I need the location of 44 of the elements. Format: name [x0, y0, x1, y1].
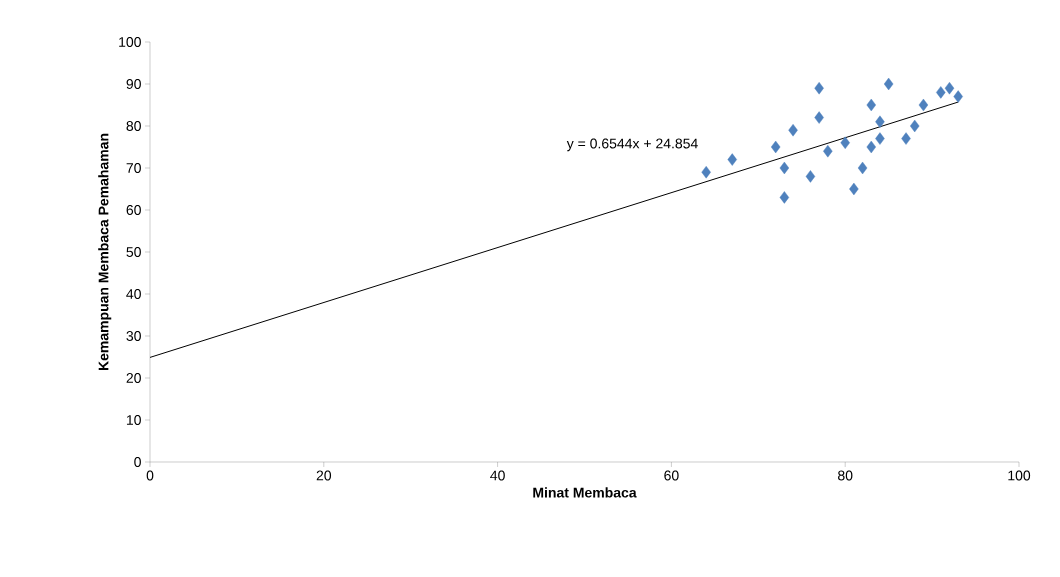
annotation: y = 0.6544x + 24.854: [566, 138, 698, 152]
x-tick-label: 60: [664, 470, 679, 481]
point: [918, 98, 929, 112]
point: [823, 144, 833, 158]
y-tick-label: 0: [134, 457, 141, 467]
point: [779, 161, 790, 175]
point: [875, 132, 885, 145]
y-tick-label: 10: [126, 415, 141, 425]
point: [701, 165, 711, 179]
y-tick-label: 70: [126, 163, 141, 173]
point: [901, 132, 911, 145]
y-axis-title: Kemampuan Membaca Pemahaman: [98, 133, 112, 371]
y-tick-label: 60: [126, 205, 141, 215]
point: [805, 170, 816, 183]
point: [814, 81, 824, 95]
x-tick-label: 80: [838, 470, 853, 481]
y-tick-label: 90: [126, 79, 141, 89]
y-tick-label: 20: [126, 373, 141, 383]
point: [770, 140, 781, 154]
point: [875, 115, 885, 128]
point: [883, 77, 894, 91]
point: [788, 123, 798, 137]
point: [944, 81, 955, 95]
point: [849, 182, 859, 196]
x-tick-label: 40: [490, 470, 505, 481]
point: [779, 191, 790, 204]
point: [866, 98, 876, 112]
y-tick-label: 50: [126, 247, 141, 257]
point: [936, 86, 946, 99]
x-tick-label: 100: [1008, 470, 1031, 481]
x-tick-label: 0: [146, 470, 154, 481]
y-tick-label: 30: [126, 331, 141, 341]
y-tick-label: 80: [126, 121, 141, 131]
point: [910, 119, 920, 133]
point: [840, 136, 850, 149]
point: [727, 153, 737, 166]
point: [866, 140, 876, 154]
point: [953, 90, 963, 103]
point: [814, 111, 824, 124]
x-tick-label: 20: [316, 470, 332, 481]
point: [857, 161, 868, 175]
y-tick-label: 100: [119, 37, 141, 47]
x-axis-title: Minat Membaca: [533, 487, 637, 498]
y-tick-label: 40: [126, 289, 141, 299]
